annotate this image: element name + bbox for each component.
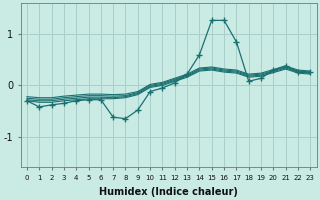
- X-axis label: Humidex (Indice chaleur): Humidex (Indice chaleur): [99, 187, 238, 197]
